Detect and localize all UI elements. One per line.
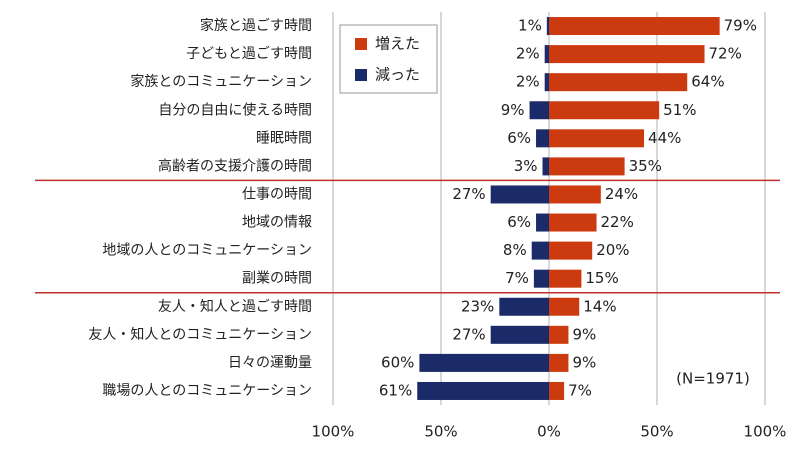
bar: [533, 269, 549, 288]
bar: [536, 213, 549, 232]
value-label: 61%: [379, 381, 412, 399]
x-tick-label: 0%: [537, 423, 561, 441]
value-label: 9%: [501, 101, 525, 119]
category-label: 職場の人とのコミュニケーション: [102, 383, 312, 399]
legend-label: 増えた: [375, 35, 420, 53]
category-label: 地域の人とのコミュニケーション: [102, 243, 312, 259]
value-label: 72%: [709, 45, 742, 63]
category-label: 友人・知人とのコミュニケーション: [88, 326, 312, 343]
value-label: 24%: [605, 185, 638, 203]
bar: [549, 353, 569, 372]
bar: [499, 297, 549, 316]
category-label: 高齢者の支援介護の時間: [158, 157, 312, 174]
value-label: 8%: [503, 241, 527, 259]
value-label: 23%: [461, 297, 494, 315]
bar: [544, 73, 549, 92]
value-label: 60%: [381, 353, 414, 371]
value-label: 2%: [516, 73, 540, 91]
bar: [490, 325, 549, 344]
category-label: 子どもと過ごす時間: [186, 46, 312, 62]
value-label: 6%: [507, 129, 531, 147]
bar: [549, 269, 582, 288]
value-label: 27%: [452, 185, 485, 203]
value-label: 79%: [724, 17, 757, 35]
legend-swatch: [355, 38, 367, 50]
category-label: 家族とのコミュニケーション: [130, 73, 312, 90]
value-label: 44%: [648, 129, 681, 147]
value-label: 9%: [572, 353, 596, 371]
bar: [549, 45, 705, 64]
legend-label: 減った: [375, 66, 420, 84]
value-label: 64%: [691, 73, 724, 91]
value-label: 27%: [452, 325, 485, 343]
bar: [490, 185, 549, 204]
value-label: 7%: [505, 269, 529, 287]
x-tick-label: 100%: [744, 423, 787, 441]
bar: [549, 213, 597, 232]
bar: [549, 241, 593, 260]
value-label: 20%: [596, 241, 629, 259]
annotation: (N=1971): [676, 370, 750, 388]
category-label: 自分の自由に使える時間: [158, 101, 312, 118]
category-label: 副業の時間: [242, 271, 312, 287]
legend-box: [339, 24, 438, 94]
bar: [531, 241, 549, 260]
bar: [549, 381, 565, 400]
value-label: 1%: [518, 17, 542, 35]
x-tick-label: 50%: [424, 423, 457, 441]
category-label: 日々の運動量: [228, 355, 312, 371]
value-label: 35%: [629, 157, 662, 175]
bar: [536, 129, 549, 148]
category-label: 家族と過ごす時間: [200, 17, 312, 34]
value-label: 9%: [572, 325, 596, 343]
bar: [549, 129, 645, 148]
category-label: 地域の情報: [242, 215, 312, 231]
value-label: 3%: [514, 157, 538, 175]
bar: [549, 101, 660, 120]
value-label: 2%: [516, 45, 540, 63]
legend-swatch: [355, 69, 367, 81]
x-tick-label: 50%: [640, 423, 673, 441]
value-label: 14%: [583, 297, 616, 315]
value-label: 6%: [507, 213, 531, 231]
bar: [549, 73, 688, 92]
value-label: 22%: [601, 213, 634, 231]
bar: [544, 45, 549, 64]
bar: [542, 157, 549, 176]
category-label: 友人・知人と過ごす時間: [158, 298, 312, 315]
value-label: 15%: [585, 269, 618, 287]
value-label: 51%: [663, 101, 696, 119]
bar: [419, 353, 549, 372]
value-label: 7%: [568, 381, 592, 399]
bar: [549, 157, 625, 176]
category-label: 睡眠時間: [256, 130, 312, 146]
bar: [549, 185, 601, 204]
bar: [549, 325, 569, 344]
bar: [529, 101, 549, 120]
category-label: 仕事の時間: [242, 186, 312, 202]
bar: [549, 17, 720, 36]
bar: [549, 297, 580, 316]
bar: [546, 17, 549, 36]
x-tick-label: 100%: [312, 423, 355, 441]
bar: [417, 381, 549, 400]
